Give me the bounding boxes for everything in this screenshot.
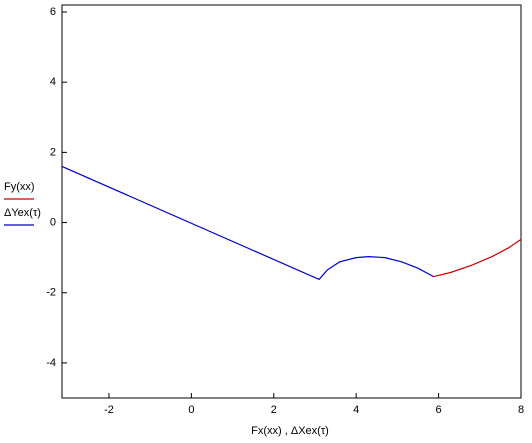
y-tick-label: -4 — [46, 357, 56, 369]
x-tick-label: 4 — [353, 404, 359, 416]
x-tick-label: 0 — [188, 404, 194, 416]
x-tick-label: 8 — [518, 404, 524, 416]
x-tick-label: 2 — [271, 404, 277, 416]
y-tick-label: 4 — [50, 76, 56, 88]
y-tick-label: -2 — [46, 287, 56, 299]
x-axis-label: Fx(xx) , ΔXex(τ) — [251, 425, 329, 437]
legend-label: Fy(xx) — [4, 181, 35, 193]
plot-frame — [61, 4, 522, 399]
x-tick-label: 6 — [436, 404, 442, 416]
series-line — [433, 238, 522, 278]
y-tick-label: 0 — [50, 216, 56, 228]
y-tick-label: 2 — [50, 146, 56, 158]
legend-label: ΔYex(τ) — [4, 207, 41, 219]
series-line — [61, 165, 434, 281]
y-tick-label: 6 — [50, 6, 56, 18]
x-tick-label: -2 — [104, 404, 114, 416]
